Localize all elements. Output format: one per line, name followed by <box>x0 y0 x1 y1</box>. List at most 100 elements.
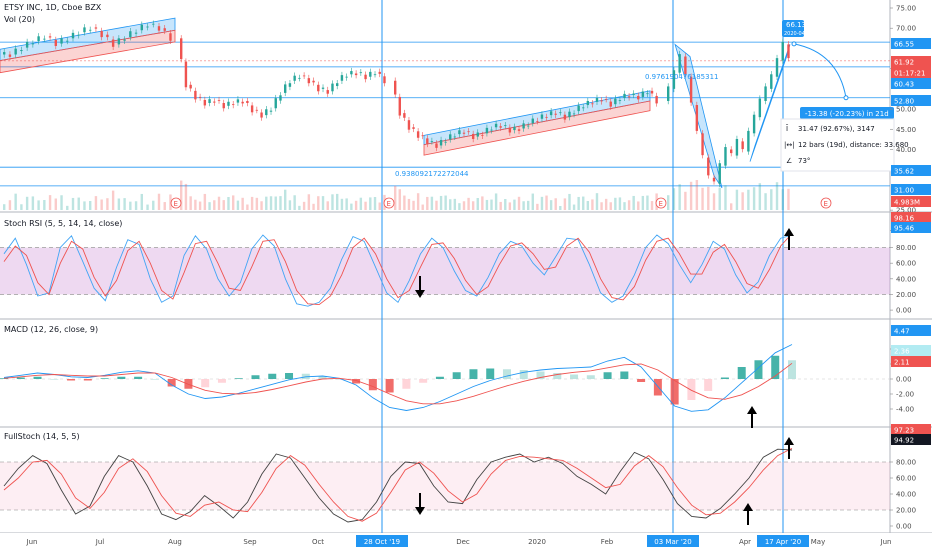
volume-bar <box>632 195 635 210</box>
volume-bar <box>213 200 216 210</box>
volume-bar <box>129 201 132 210</box>
candle <box>8 54 12 57</box>
candle <box>618 100 622 101</box>
volume-bar <box>66 205 69 210</box>
indicator-value-tag <box>891 434 931 445</box>
price-tag <box>891 95 931 106</box>
candle <box>246 100 249 103</box>
volume-bars <box>3 180 790 210</box>
peak-date: 2020-04-22 <box>784 31 813 37</box>
volume-bar <box>20 204 23 210</box>
volume-bar <box>359 197 363 210</box>
signal-arrow-up <box>747 406 757 414</box>
macd-histogram-bar <box>502 369 511 379</box>
time-label: Aug <box>168 538 182 546</box>
candle <box>163 28 166 31</box>
candle <box>60 38 63 44</box>
volume-bar <box>403 195 406 210</box>
price-tag <box>891 78 931 89</box>
volume-bar <box>600 202 603 210</box>
volume-bar <box>394 185 397 210</box>
macd-histogram-bar <box>771 355 780 379</box>
macd-histogram-bar <box>754 360 763 379</box>
candle <box>471 133 475 139</box>
volume-bar <box>604 198 608 210</box>
volume-bar <box>549 200 553 210</box>
volume-bar <box>89 201 92 210</box>
stoch-rsi-pane[interactable]: Stoch RSI (5, 5, 14, 14, close) <box>0 219 890 307</box>
macd-pane[interactable]: MACD (12, 26, close, 9) <box>0 325 890 428</box>
earnings-marker <box>820 197 832 209</box>
candle <box>527 125 530 127</box>
axis-tick-label: 0.00 <box>896 376 912 384</box>
macd-histogram-bar <box>788 360 796 379</box>
time-label: Jun <box>880 538 892 546</box>
candle <box>274 98 277 109</box>
macd-histogram-bar <box>620 371 629 379</box>
candle <box>260 112 263 118</box>
volume-title: Vol (20) <box>4 15 35 24</box>
indicator-value-tag <box>891 222 931 233</box>
indicator-value-tag <box>891 356 931 367</box>
volume-bar <box>8 200 12 210</box>
axis-tick-label: 50.00 <box>896 106 916 114</box>
axis-tick-label: 0.00 <box>896 523 912 531</box>
macd-histogram-bar <box>352 379 361 384</box>
falling-channel <box>674 43 723 189</box>
series-line-d <box>3 447 793 522</box>
earnings-marker <box>170 197 182 209</box>
axis-tick-label: 20.00 <box>896 291 916 299</box>
time-label: Oct <box>312 538 324 546</box>
candle <box>595 97 599 102</box>
volume-bar <box>485 199 489 210</box>
candle <box>100 31 103 38</box>
candle <box>37 36 40 42</box>
candle <box>83 27 86 33</box>
axis-tick-label: 40.00 <box>896 146 916 154</box>
time-label: May <box>811 538 825 546</box>
candle <box>449 134 452 140</box>
volume-bar <box>184 183 188 210</box>
volume-bar <box>672 188 676 210</box>
volume-bar <box>426 196 429 210</box>
candle <box>467 131 470 133</box>
macd-histogram-bar <box>385 379 394 393</box>
volume-bar <box>641 195 645 210</box>
macd-histogram-bar <box>570 374 579 379</box>
candle <box>494 123 498 128</box>
time-label: 17 Apr '20 <box>765 538 801 546</box>
volume-bar <box>54 198 57 210</box>
candle <box>508 127 512 133</box>
fullstoch-pane[interactable]: FullStoch (14, 5, 5) <box>0 432 890 525</box>
candle <box>412 127 415 129</box>
volume-bar <box>321 196 325 210</box>
svg-text:Ī: Ī <box>786 124 789 133</box>
candle <box>20 50 23 52</box>
volume-bar <box>591 199 594 210</box>
macd-histogram-bar <box>268 373 277 379</box>
price-axes[interactable]: 75.00 70.00 60.00 50.00 45.00 40.00 25.00 20.00… <box>890 5 931 531</box>
candle <box>48 36 52 38</box>
time-axis[interactable]: Jun Jul Aug Sep Oct 28 Oct '19 Dec 2020 Feb 03 Ma… <box>0 533 932 550</box>
indicator-value-label: 2.36 <box>894 348 910 356</box>
volume-bar <box>527 200 530 210</box>
candle <box>764 86 767 101</box>
projection-end <box>843 95 849 101</box>
peak-tag-bg <box>782 20 804 37</box>
indicator-value-label: 97.23 <box>894 427 914 435</box>
candle <box>655 95 658 104</box>
candle <box>140 24 143 31</box>
price-pane[interactable]: ETSY INC, 1D, Cboe BZX Vol (20) E E E E <box>0 3 890 210</box>
time-label: Jun <box>26 538 38 546</box>
macd-histogram-bar <box>50 379 59 380</box>
macd-histogram-bar <box>553 373 562 379</box>
candle <box>758 98 762 118</box>
earnings-label: E <box>387 200 391 208</box>
series-line-d <box>3 233 793 306</box>
volume-bar <box>331 194 334 210</box>
candle <box>217 100 221 101</box>
candle <box>350 71 353 75</box>
candle <box>752 114 756 134</box>
axis-tick-label: 80.00 <box>896 244 916 252</box>
